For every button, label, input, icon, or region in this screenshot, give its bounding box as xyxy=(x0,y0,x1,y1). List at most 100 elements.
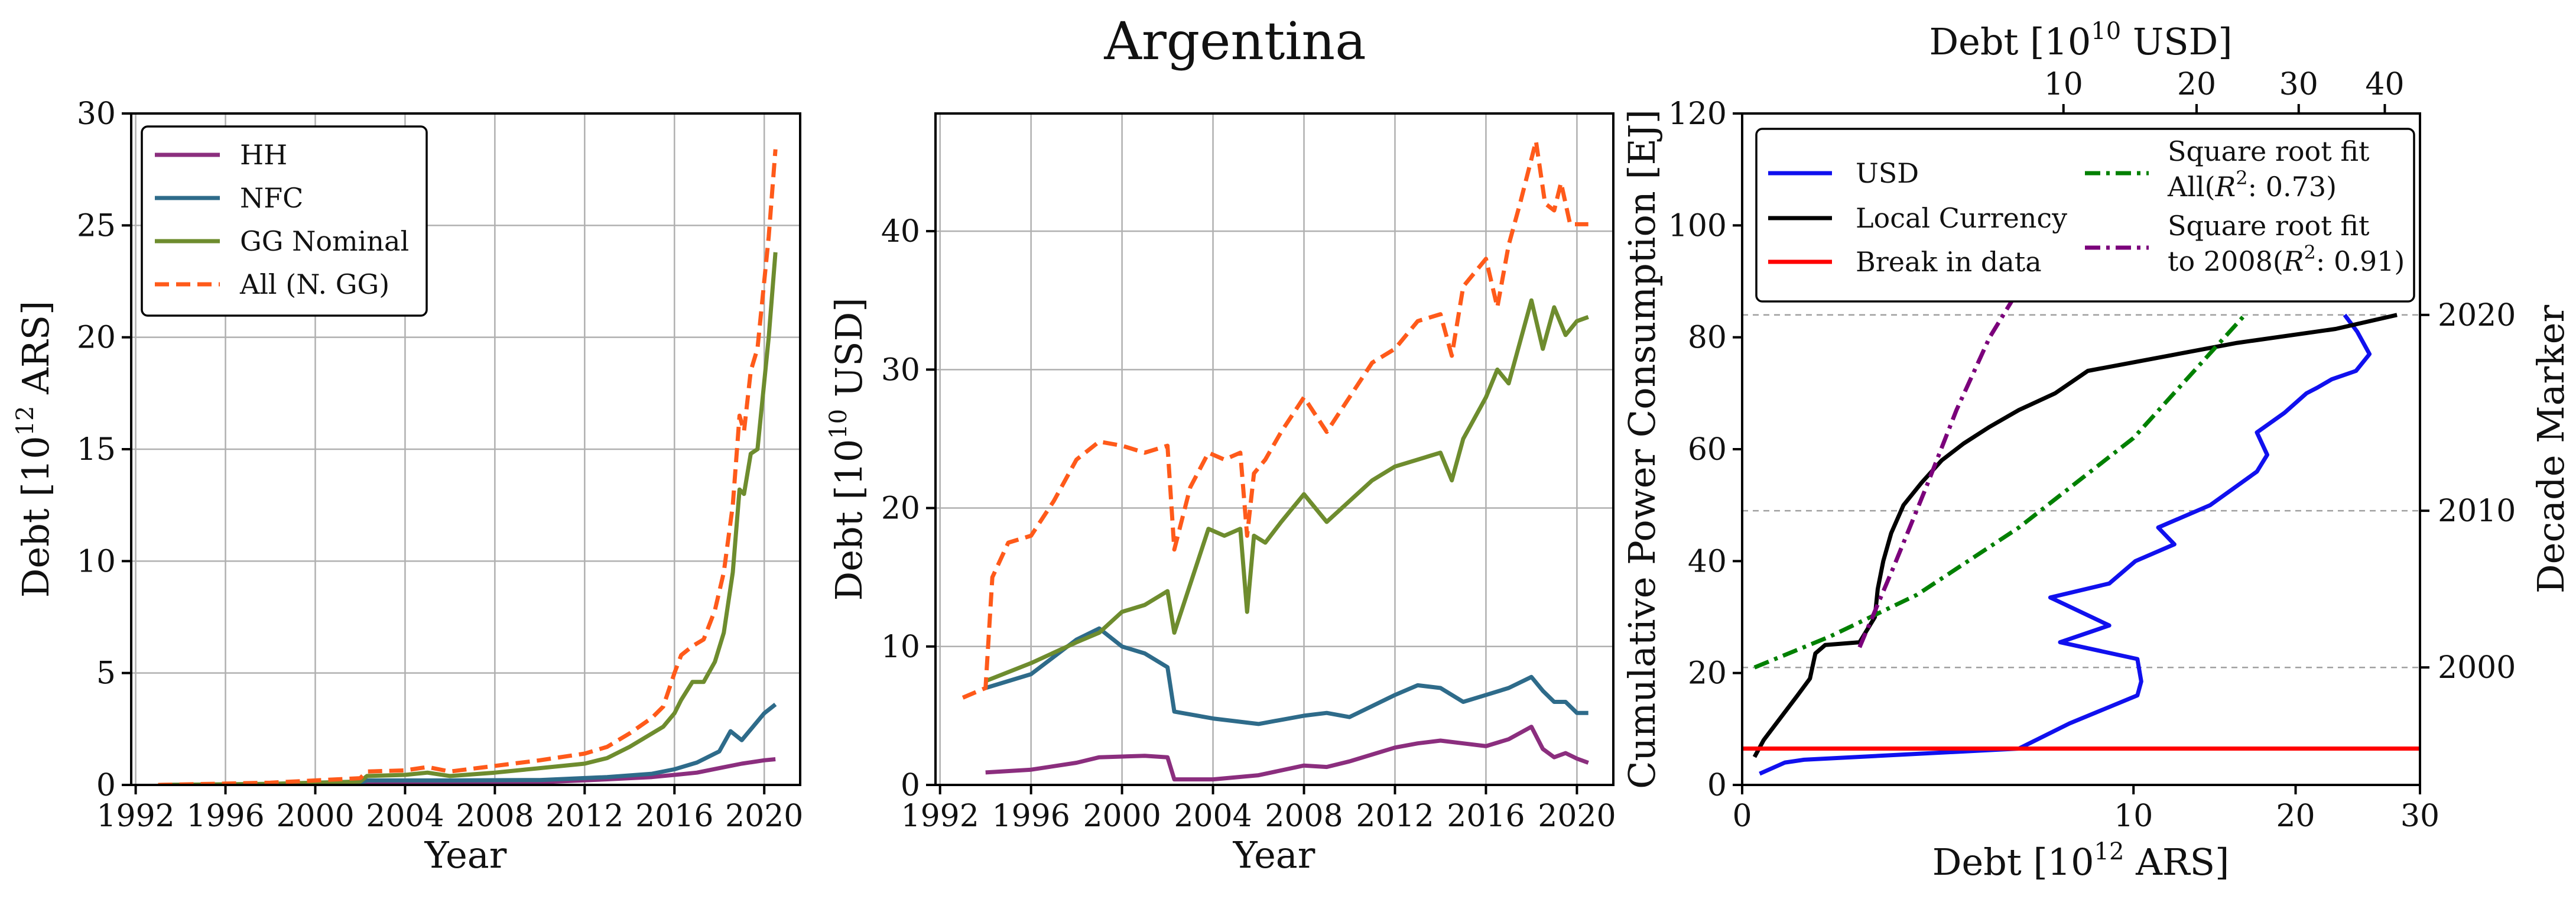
y-tick-label: 30 xyxy=(881,352,920,388)
series-lines xyxy=(961,139,1589,782)
series-line-nfc xyxy=(158,702,777,785)
x-tick-label: 0 xyxy=(1732,799,1752,834)
series-line-local-currency xyxy=(1752,313,2398,758)
legend-box xyxy=(141,125,428,317)
x-axis-label-base: Debt [10 xyxy=(1932,840,2094,884)
series-line-nfc xyxy=(985,626,1589,726)
y-axis-label-rest: ARS] xyxy=(14,301,57,406)
x-tick-label: 1996 xyxy=(186,799,264,834)
x-axis-label: Year xyxy=(424,833,507,877)
x-axis-label: Debt [1012 ARS] xyxy=(1932,838,2230,884)
y-tick-label: 0 xyxy=(1707,768,1727,803)
legend-label-fit-all-line2: All(R2: 0.73) xyxy=(2167,167,2337,203)
plot-frame xyxy=(934,112,1615,786)
y-tick-label: 100 xyxy=(1668,208,1727,244)
x-axis-label-rest: ARS] xyxy=(2124,840,2229,884)
series-line-gg-nominal xyxy=(158,252,778,785)
right-tick-label: 2010 xyxy=(2438,494,2516,529)
legend-label-all: All (N. GG) xyxy=(239,268,389,300)
y-tick-label: 80 xyxy=(1688,320,1727,356)
legend-label-fit-2008-line1: Square root fit xyxy=(2168,210,2370,242)
legend-label-break: Break in data xyxy=(1856,246,2042,278)
legend-label-usd: USD xyxy=(1856,157,1919,189)
series-line-usd xyxy=(1759,313,2372,776)
y-tick-label: 20 xyxy=(1688,656,1727,692)
top-tick-label: 10 xyxy=(2044,67,2083,102)
x-tick-label: 2020 xyxy=(725,799,803,834)
x-tick-label: 20 xyxy=(2276,799,2315,834)
x-tick-label: 30 xyxy=(2400,799,2439,834)
ticks: 1992 1996 2000 2004 2008 2012 2016 2020 0 5 10 15 20… xyxy=(77,96,804,834)
y-tick-label: 5 xyxy=(96,656,116,692)
y-tick-label: 0 xyxy=(96,768,116,803)
x-tick-label: 2016 xyxy=(1447,799,1525,834)
y-axis-label-exp: 12 xyxy=(12,406,39,436)
legend-label-nfc: NFC xyxy=(240,182,303,214)
x-tick-label: 1992 xyxy=(901,799,979,834)
top-axis-label: Debt [1010 USD] xyxy=(1929,18,2232,63)
x-tick-label: 2020 xyxy=(1538,799,1616,834)
right-axis-label: Decade Marker xyxy=(2529,305,2572,594)
y-axis-label: Cumulative Power Consumption [EJ] xyxy=(1620,109,1664,789)
x-tick-label: 2000 xyxy=(1083,799,1161,834)
x-tick-label: 2012 xyxy=(1356,799,1434,834)
y-axis-label-exp: 10 xyxy=(825,409,852,439)
top-axis-label-base: Debt [10 xyxy=(1929,20,2091,63)
y-tick-label: 60 xyxy=(1688,432,1727,468)
series-line-all-n-gg xyxy=(961,139,1589,700)
grid xyxy=(1742,314,2420,668)
legend-box xyxy=(1755,128,2415,303)
series-line-all-n-gg xyxy=(158,149,778,785)
top-tick-label: 20 xyxy=(2177,67,2216,102)
ticks: 0 10 20 30 0 20 40 60 80 100 120 10 20 30 40 2000 2010 20… xyxy=(1668,67,2516,834)
y-axis-label: Debt [1010 USD] xyxy=(825,297,870,601)
ticks: 1992 1996 2000 2004 2008 2012 2016 2020 0 10 20 30 4… xyxy=(881,214,1616,834)
legend-label-gg: GG Nominal xyxy=(240,225,409,257)
x-tick-label: 2004 xyxy=(1174,799,1252,834)
x-tick-label: 2008 xyxy=(456,799,534,834)
series-lines xyxy=(158,149,778,785)
y-tick-label: 25 xyxy=(77,208,116,244)
x-tick-label: 1992 xyxy=(96,799,174,834)
right-tick-label: 2000 xyxy=(2438,650,2516,686)
y-axis-label-base: Debt [10 xyxy=(14,436,57,598)
x-tick-label: 2004 xyxy=(366,799,444,834)
y-tick-label: 20 xyxy=(77,320,116,356)
top-tick-label: 40 xyxy=(2365,67,2404,102)
series-line-square-root-fit-to-2008-r-2-0-91 xyxy=(1857,224,2059,648)
series-line-square-root-fit-all-r-2-0-73 xyxy=(1753,313,2247,670)
x-tick-label: 2008 xyxy=(1265,799,1343,834)
top-axis-label-exp: 10 xyxy=(2091,18,2121,45)
x-tick-label: 10 xyxy=(2114,799,2153,834)
y-tick-label: 0 xyxy=(901,768,920,803)
y-axis-label: Debt [1012 ARS] xyxy=(12,301,57,598)
top-tick-label: 30 xyxy=(2279,67,2318,102)
y-tick-label: 120 xyxy=(1668,96,1727,132)
x-axis-label: Year xyxy=(1233,833,1315,877)
legend-label-fit-all-line1: Square root fit xyxy=(2168,135,2370,167)
series-line-hh xyxy=(985,725,1589,782)
grid xyxy=(131,112,800,786)
legend-label-fit-2008-line2: to 2008(R2: 0.91) xyxy=(2168,241,2405,277)
grid xyxy=(935,113,1613,786)
y-tick-label: 30 xyxy=(77,96,116,132)
figure-title: Argentina xyxy=(1103,11,1366,72)
x-tick-label: 2012 xyxy=(545,799,623,834)
panel-usd-debt: 1992 1996 2000 2004 2008 2012 2016 2020 0 10 20 30 4… xyxy=(825,112,1616,877)
series-lines xyxy=(1742,224,2420,776)
y-tick-label: 20 xyxy=(881,491,920,527)
top-axis-label-rest: USD] xyxy=(2121,20,2232,63)
y-axis-label-base: Debt [10 xyxy=(827,439,870,601)
y-tick-label: 10 xyxy=(77,544,116,579)
legend: USD Local Currency Break in data Square … xyxy=(1755,128,2415,303)
y-axis-label-rest: USD] xyxy=(827,297,870,408)
legend-label-hh: HH xyxy=(240,139,287,171)
panel-ars-debt: 1992 1996 2000 2004 2008 2012 2016 202005101520… xyxy=(12,96,803,877)
legend-label-local: Local Currency xyxy=(1856,202,2067,234)
y-tick-label: 40 xyxy=(1688,544,1727,579)
panel-power-consumption: 0 10 20 30 0 20 40 60 80 100 120 10 20 30 40 2000 2010 20… xyxy=(1620,18,2572,884)
y-tick-label: 40 xyxy=(881,214,920,249)
legend: HH NFC GG Nominal All (N. GG) xyxy=(141,125,428,317)
x-axis-label-exp: 12 xyxy=(2094,838,2125,865)
